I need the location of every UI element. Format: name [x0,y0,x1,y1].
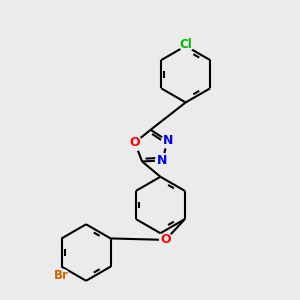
Text: N: N [157,154,167,167]
Text: Br: Br [54,269,69,282]
Text: O: O [160,233,171,246]
Text: O: O [130,136,140,149]
Text: Cl: Cl [179,38,192,51]
Text: N: N [162,134,173,147]
